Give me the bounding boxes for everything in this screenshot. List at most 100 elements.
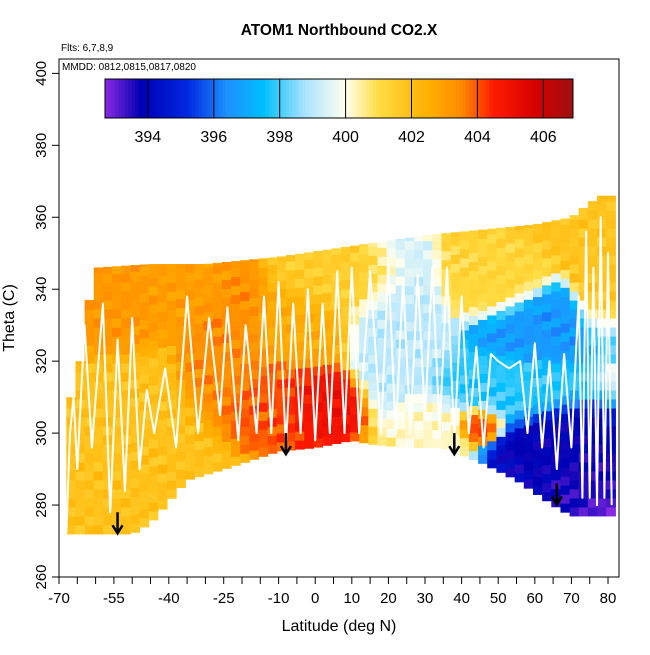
field-cell <box>560 323 571 333</box>
field-cell <box>93 326 104 337</box>
field-cell <box>423 312 433 323</box>
field-cell <box>459 311 470 322</box>
field-cell <box>121 265 131 274</box>
field-cell <box>450 362 461 372</box>
colorbar-segment <box>375 79 380 118</box>
colorbar-segment <box>195 79 200 118</box>
field-cell <box>84 300 95 310</box>
field-cell <box>139 337 150 348</box>
field-cell <box>414 249 424 260</box>
field-cell <box>441 349 452 360</box>
field-cell <box>551 220 562 229</box>
field-cell <box>523 263 534 273</box>
field-cell <box>450 308 461 318</box>
field-cell <box>148 348 159 359</box>
field-cell <box>176 334 186 345</box>
field-cell <box>542 293 552 304</box>
field-cell <box>468 396 479 407</box>
field-cell <box>130 442 141 452</box>
field-cell <box>139 481 150 492</box>
field-cell <box>606 246 616 256</box>
field-cell <box>84 524 95 535</box>
field-cell <box>139 275 150 285</box>
field-cell <box>606 291 616 301</box>
field-cell <box>551 245 562 256</box>
field-cell <box>166 390 177 400</box>
field-cell <box>221 432 232 442</box>
field-cell <box>102 515 113 526</box>
field-cell <box>112 398 122 409</box>
flight-track-line <box>65 216 613 534</box>
field-cell <box>532 278 543 289</box>
field-cell <box>359 433 369 444</box>
field-cell <box>84 506 95 517</box>
field-cell <box>313 276 324 286</box>
field-cell <box>459 231 470 241</box>
colorbar-segment <box>118 79 123 118</box>
field-cell <box>523 371 534 381</box>
field-cell <box>459 266 470 277</box>
field-cell <box>304 439 314 449</box>
field-cell <box>112 443 122 454</box>
field-cell <box>560 269 571 279</box>
field-cell <box>569 353 580 364</box>
field-cell <box>176 433 186 444</box>
field-cell <box>249 261 260 271</box>
field-cell <box>176 397 186 408</box>
field-cell <box>578 488 589 499</box>
field-cell <box>121 506 131 517</box>
field-cell <box>395 410 406 421</box>
field-cell <box>587 497 598 508</box>
field-cell <box>569 219 580 229</box>
field-cell <box>468 230 479 236</box>
field-cell <box>93 407 104 418</box>
field-cell <box>148 411 159 422</box>
field-cell <box>597 425 607 436</box>
field-cell <box>121 273 131 283</box>
field-cell <box>157 491 168 501</box>
field-cell <box>368 327 379 337</box>
colorbar-segment <box>248 79 253 118</box>
field-cell <box>130 496 141 506</box>
field-cell <box>240 273 250 283</box>
field-cell <box>130 271 141 282</box>
field-cell <box>386 356 397 366</box>
field-cell <box>148 483 159 494</box>
field-cell <box>478 382 488 392</box>
field-cell <box>414 375 424 386</box>
field-cell <box>121 407 131 418</box>
field-cell <box>304 286 314 296</box>
field-cell <box>496 346 507 356</box>
field-cell <box>468 423 479 433</box>
field-cell <box>496 247 507 257</box>
field-cell <box>84 362 95 373</box>
field-cell <box>121 380 131 391</box>
field-cell <box>93 515 104 526</box>
field-cell <box>212 443 223 454</box>
field-cell <box>157 428 168 438</box>
field-cell <box>450 272 461 282</box>
field-cell <box>514 238 525 249</box>
field-cell <box>75 497 86 508</box>
field-cell <box>514 391 525 402</box>
field-cell <box>249 306 260 316</box>
field-cell <box>606 237 616 247</box>
field-cell <box>569 461 580 472</box>
field-cell <box>84 488 95 499</box>
field-cell <box>93 380 104 391</box>
field-cell <box>523 434 534 444</box>
field-cell <box>340 351 351 362</box>
field-cell <box>231 285 241 295</box>
colorbar-segment <box>292 79 297 118</box>
field-cell <box>560 224 571 234</box>
field-cell <box>121 344 131 355</box>
field-cell <box>322 265 333 275</box>
field-cell <box>285 306 296 316</box>
colorbar-segment <box>405 79 410 118</box>
field-cell <box>276 378 287 389</box>
field-cell <box>578 506 589 517</box>
field-cell <box>102 506 113 517</box>
field-cell <box>606 273 616 283</box>
field-cell <box>295 377 305 387</box>
field-cell <box>496 382 507 392</box>
